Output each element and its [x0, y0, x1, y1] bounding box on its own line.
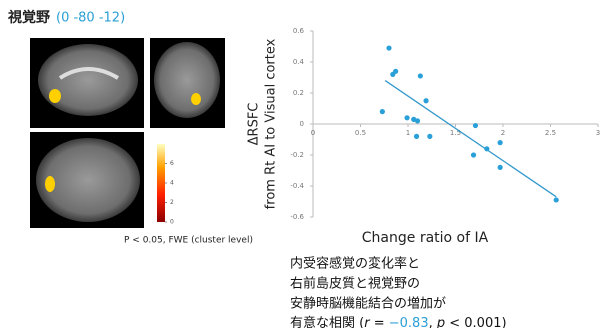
region-label: 視覚野: [7, 9, 50, 26]
text: =: [370, 316, 389, 328]
fit-line: [385, 81, 556, 197]
activation: [49, 89, 61, 103]
colorbar-tick-label: 2: [170, 199, 174, 206]
x-tick-label: 2.5: [545, 129, 556, 137]
point: [386, 45, 391, 50]
brain-sagittal: [38, 44, 138, 116]
y-label-line: from Rt AI to Visual cortex: [264, 38, 279, 209]
summary-line: 安静時脳機能結合の増加が: [290, 297, 446, 312]
text: 有意な相関 (: [290, 315, 364, 328]
summary-line: 有意な相関 (r = −0.83, p < 0.001): [290, 315, 507, 328]
x-tick-label: 0.5: [355, 129, 366, 137]
text: ,: [429, 316, 437, 328]
page: 視覚野 (0 -80 -12) P < 0.05, FWE (cluster l…: [0, 0, 612, 328]
y-tick-label: -0.4: [290, 182, 304, 190]
y-tick-label: -0.2: [290, 151, 304, 159]
colorbar-tick-label: 4: [170, 180, 174, 187]
coordinates: (0 -80 -12): [56, 11, 125, 26]
colorbar: [157, 144, 165, 222]
y-tick-label: -0.6: [290, 213, 304, 221]
activation: [191, 93, 201, 105]
y-tick-label: 0.6: [293, 27, 305, 35]
x-axis-title: Change ratio of IA: [362, 230, 489, 246]
colorbar-tick-label: 0: [170, 219, 174, 226]
point: [484, 146, 489, 151]
point: [414, 134, 419, 139]
point: [498, 140, 503, 145]
point: [427, 134, 432, 139]
point: [498, 165, 503, 170]
point: [380, 109, 385, 114]
y-axis-title: ΔRSFC from Rt AI to Visual cortex: [247, 38, 279, 209]
r-value: −0.83: [389, 316, 429, 328]
point: [473, 123, 478, 128]
point: [554, 197, 559, 202]
summary: 内受容感覚の変化率と 右前島皮質と視覚野の 安静時脳機能結合の増加が 有意な相関…: [290, 256, 507, 328]
figure: 視覚野 (0 -80 -12) P < 0.05, FWE (cluster l…: [0, 0, 612, 328]
y-tick-label: 0: [300, 120, 304, 128]
point: [415, 118, 420, 123]
point: [404, 115, 409, 120]
y-tick-label: 0.4: [293, 58, 305, 66]
point: [423, 98, 428, 103]
y-label-line: ΔRSFC: [247, 103, 262, 146]
x-tick-label: 1: [406, 129, 410, 137]
x-tick-label: 0: [311, 129, 315, 137]
brain-coronal: [154, 42, 220, 118]
threshold-caption: P < 0.05, FWE (cluster level): [124, 236, 253, 246]
point: [390, 72, 395, 77]
text: < 0.001): [445, 316, 506, 328]
point: [471, 152, 476, 157]
activation: [45, 176, 55, 192]
x-tick-label: 3: [596, 129, 600, 137]
x-tick-label: 2: [501, 129, 505, 137]
y-tick-label: 0.2: [293, 89, 304, 97]
point: [418, 73, 423, 78]
colorbar-tick-label: 6: [170, 160, 174, 167]
x-tick-label: 1.5: [450, 129, 461, 137]
symbol: p: [436, 316, 445, 328]
summary-line: 内受容感覚の変化率と: [290, 256, 420, 272]
summary-line: 右前島皮質と視覚野の: [290, 276, 420, 292]
